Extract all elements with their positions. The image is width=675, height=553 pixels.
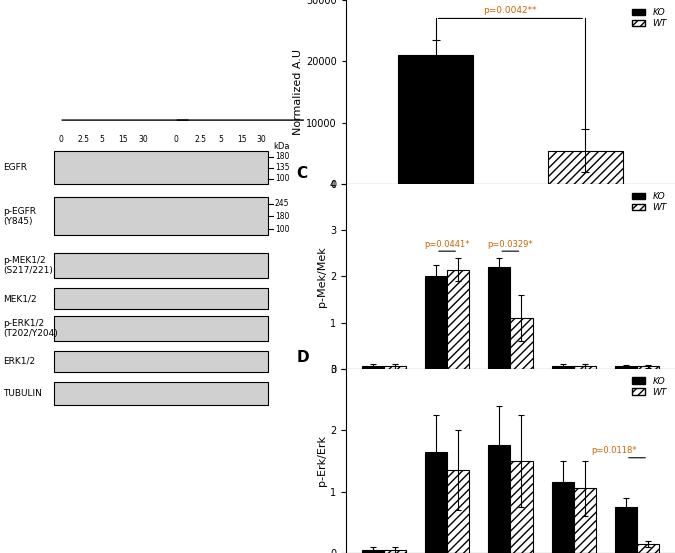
FancyBboxPatch shape [54,316,269,341]
FancyBboxPatch shape [54,152,269,184]
Bar [615,507,637,553]
Text: p-EGFR
(Y845): p-EGFR (Y845) [3,207,36,226]
Text: 15: 15 [237,135,247,144]
Bar [551,366,574,369]
Text: MEK1/2: MEK1/2 [3,294,37,303]
Text: 0: 0 [59,135,63,144]
Text: C: C [296,166,308,181]
Text: p=0.0042**: p=0.0042** [483,7,537,15]
Bar [574,488,596,553]
Text: p-MEK1/2
(S217/221): p-MEK1/2 (S217/221) [3,256,53,275]
Bar [510,318,533,369]
Text: 5: 5 [100,135,105,144]
Text: 180: 180 [275,212,290,221]
FancyBboxPatch shape [54,197,269,236]
Text: p-ERK1/2
(T202/Y204): p-ERK1/2 (T202/Y204) [3,319,58,338]
Bar [398,55,473,184]
Bar [488,446,510,553]
Text: p=0.0441*: p=0.0441* [425,240,470,249]
Text: 15: 15 [119,135,128,144]
Text: 2.5: 2.5 [195,135,207,144]
Text: D: D [296,350,309,365]
Legend: KO, WT: KO, WT [628,373,670,400]
Text: p=0.0329*: p=0.0329* [487,240,533,249]
Legend: KO, WT: KO, WT [628,189,670,216]
Text: 135: 135 [275,163,290,173]
Y-axis label: Normalized A.U: Normalized A.U [293,49,303,135]
Y-axis label: p-Erk/Erk: p-Erk/Erk [317,435,327,486]
Bar [488,267,510,369]
FancyBboxPatch shape [54,382,269,405]
Bar [551,482,574,553]
Text: 0: 0 [173,135,179,144]
Text: 100: 100 [275,225,290,233]
Text: TUBULIN: TUBULIN [3,389,42,398]
Text: 5: 5 [218,135,223,144]
Bar [383,550,406,553]
Text: 245: 245 [275,199,290,208]
Bar [548,150,622,184]
Text: 180: 180 [275,153,290,161]
Bar [362,366,383,369]
Bar [425,452,447,553]
Text: 2.5: 2.5 [78,135,90,144]
FancyBboxPatch shape [54,253,269,278]
Bar [615,366,637,369]
Bar [447,269,469,369]
Bar [447,470,469,553]
Text: 30: 30 [257,135,267,144]
Bar [383,366,406,369]
Bar [425,276,447,369]
Text: EGFR: EGFR [3,163,27,173]
Text: 30: 30 [138,135,148,144]
Y-axis label: p-Mek/Mek: p-Mek/Mek [317,246,327,307]
Bar [637,544,659,553]
X-axis label: Full-length EGFR: Full-length EGFR [464,205,556,215]
Text: p=0.0118*: p=0.0118* [591,446,637,455]
Legend: KO, WT: KO, WT [628,4,670,32]
Text: kDa: kDa [273,142,290,151]
Text: ERK1/2: ERK1/2 [3,357,35,366]
Bar [574,366,596,369]
FancyBboxPatch shape [54,351,269,372]
Bar [362,550,383,553]
FancyBboxPatch shape [54,288,269,310]
Bar [510,461,533,553]
X-axis label: Time (min): Time (min) [480,394,541,404]
Text: 100: 100 [275,174,290,183]
Bar [637,366,659,369]
